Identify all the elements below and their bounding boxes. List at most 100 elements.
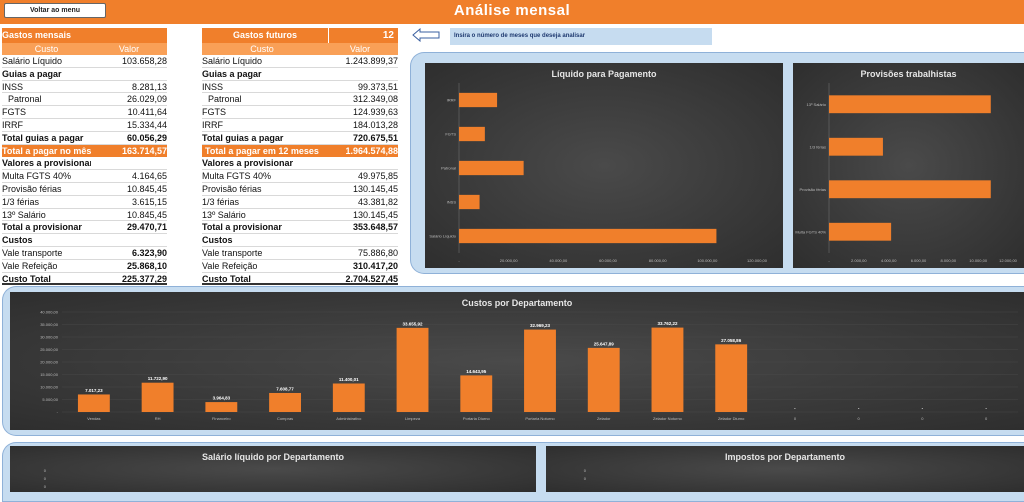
chart-svg: 0 0 0 <box>44 468 47 489</box>
row-label: Patronal <box>8 94 42 105</box>
table-row: IRRF 184.013,28 <box>202 119 398 132</box>
data-label: 14.643,95 <box>466 369 487 374</box>
data-label: 3.964,83 <box>213 396 231 401</box>
bar <box>77 394 110 412</box>
row-value: 10.411,64 <box>127 107 167 118</box>
tick-label: 20.000,00 <box>500 258 519 263</box>
table-row: Salário Líquido 103.658,28 <box>2 55 167 68</box>
category-label: FGTS <box>445 132 456 137</box>
chart-title: Líquido para Pagamento <box>551 69 657 79</box>
monthly-expenses-table: Gastos mensais Custo Valor Salário Líqui… <box>2 28 167 286</box>
table-row: Vale transporte 75.886,80 <box>202 247 398 260</box>
data-label: 32.969,23 <box>530 323 551 328</box>
row-value: 29.470,71 <box>126 222 167 233</box>
tick-label: 10.000,00 <box>969 258 988 263</box>
chart-svg: IRRF FGTS Patronal INSS Salário Líquido - 20.0… <box>429 83 768 263</box>
tick-label: 15.000,00 <box>40 372 59 377</box>
category-label: Portaria Noturno <box>525 416 555 421</box>
table-row: Vale Refeição 310.417,20 <box>202 260 398 273</box>
table-row: Vale Refeição 25.868,10 <box>2 260 167 273</box>
table-row: 13º Salário 10.845,45 <box>2 209 167 222</box>
table-row: Custos <box>2 234 167 247</box>
row-value: 99.373,51 <box>357 81 398 92</box>
future-header-label: Gastos futuros <box>232 30 297 40</box>
data-label: 11.722,90 <box>148 376 168 381</box>
table-row: Custos <box>202 234 398 247</box>
row-value: 1.243.899,37 <box>345 56 398 66</box>
tick-label: 5.000,00 <box>42 397 58 402</box>
bar <box>459 92 498 108</box>
row-label: Custo Total <box>2 273 51 284</box>
bar <box>829 180 991 199</box>
row-label: Total guias a pagar <box>2 132 84 143</box>
page-title: Análise mensal <box>453 2 571 19</box>
tick-label: 0 <box>44 468 47 473</box>
row-value: 49.975,85 <box>357 171 398 182</box>
bar <box>829 137 883 156</box>
data-label: 25.647,89 <box>594 341 615 346</box>
table-row: 1/3 férias 3.615,15 <box>2 196 167 209</box>
department-costs-chart: Custos por Departamento - 5.000,00 10.000,… <box>10 292 1024 430</box>
tick-label: 8.000,00 <box>941 258 957 263</box>
tick-label: 0 <box>44 484 47 489</box>
col-valor: Valor <box>349 44 371 54</box>
bar <box>459 194 480 210</box>
row-value <box>91 234 167 246</box>
row-value <box>91 157 167 169</box>
row-value: 720.675,51 <box>352 132 398 143</box>
tick-label: 100.000,00 <box>697 258 718 263</box>
category-label: Multa FGTS 40% <box>795 229 826 234</box>
row-label: Total a provisionar <box>2 222 82 233</box>
months-input[interactable]: 12 <box>328 28 398 43</box>
row-label: FGTS <box>2 107 26 118</box>
tick-label: 40.000,00 <box>40 310 59 315</box>
row-value <box>322 157 398 169</box>
tick-label: 10.000,00 <box>40 385 59 390</box>
row-label: Total guias a pagar <box>202 132 284 143</box>
category-label: Financeiro <box>212 416 231 421</box>
row-value: 75.886,80 <box>357 247 398 258</box>
table-row: Salário Líquido 1.243.899,37 <box>202 55 398 68</box>
table-row: Guias a pagar <box>2 68 167 81</box>
row-value: 130.145,45 <box>352 183 398 194</box>
category-label: Zelador Diurno <box>718 416 745 421</box>
row-label: Vale Refeição <box>2 260 58 271</box>
row-label: 13º Salário <box>2 209 46 220</box>
row-label: Custo Total <box>202 273 251 284</box>
row-value: 310.417,20 <box>352 260 398 271</box>
category-label: Vendas <box>87 416 100 421</box>
table-row: Total guias a pagar 720.675,51 <box>202 132 398 145</box>
row-label: Salário Líquido <box>2 56 63 66</box>
category-label: Zelador <box>597 416 611 421</box>
table-row: IRRF 15.334,44 <box>2 119 167 132</box>
table-row: 1/3 férias 43.381,82 <box>202 196 398 209</box>
row-value: 10.845,45 <box>126 209 167 220</box>
row-label: IRRF <box>2 119 23 130</box>
tick-label: 2.000,00 <box>851 258 867 263</box>
data-label: 33.762,22 <box>657 321 678 326</box>
table-row: Valores a provisionar <box>202 157 398 171</box>
table-row: Valores a provisionar <box>2 157 167 171</box>
tick-label: 6.000,00 <box>911 258 927 263</box>
row-label: Custos <box>202 235 233 246</box>
row-label: Vale transporte <box>2 247 63 258</box>
row-label: Valores a provisionar <box>202 158 294 169</box>
row-label: FGTS <box>202 107 226 118</box>
back-to-menu-button[interactable]: Voltar ao menu <box>4 3 106 18</box>
row-value: 8.281,13 <box>131 81 167 92</box>
table-row: FGTS 124.939,63 <box>202 106 398 119</box>
row-value: 25.868,10 <box>126 260 167 271</box>
bar <box>829 222 892 241</box>
table-row: Total a provisionar 29.470,71 <box>2 221 167 235</box>
bar <box>332 383 365 412</box>
bar <box>205 402 238 412</box>
row-value: 10.845,45 <box>126 183 167 194</box>
row-value: 26.029,09 <box>126 94 167 105</box>
row-label: INSS <box>2 81 24 92</box>
data-label: - <box>858 406 860 411</box>
net-salary-department-chart: Salário líquido por Departamento 0 0 0 <box>10 446 536 492</box>
row-label: Multa FGTS 40% <box>2 171 72 182</box>
row-value <box>322 234 398 246</box>
row-value: 6.323,90 <box>131 247 167 258</box>
